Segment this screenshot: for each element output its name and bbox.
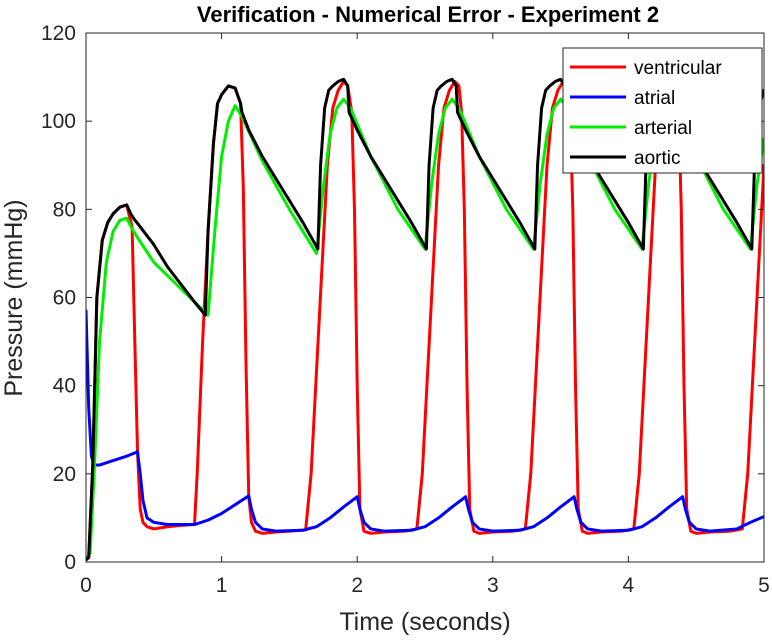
y-tick-label: 20 — [53, 463, 76, 486]
y-tick-label: 120 — [41, 22, 76, 45]
y-axis-label: Pressure (mmHg) — [0, 199, 28, 396]
y-tick-label: 80 — [53, 198, 76, 221]
chart-title: Verification - Numerical Error - Experim… — [197, 2, 659, 27]
legend-label-arterial: arterial — [634, 118, 692, 139]
x-tick-label: 3 — [487, 574, 499, 597]
x-tick-label: 2 — [351, 574, 363, 597]
x-tick-label: 0 — [80, 574, 92, 597]
x-tick-label: 5 — [758, 574, 770, 597]
legend-label-ventricular: ventricular — [634, 58, 722, 79]
legend-label-atrial: atrial — [634, 88, 675, 109]
x-tick-label: 4 — [623, 574, 635, 597]
legend-box — [562, 47, 763, 174]
x-axis: 0 1 2 3 4 5 — [80, 33, 770, 597]
x-axis-label: Time (seconds) — [339, 608, 510, 636]
y-axis: 0 20 40 60 80 100 120 — [41, 22, 764, 574]
series-line-atrial — [86, 309, 764, 533]
series-line-arterial — [86, 97, 764, 562]
legend: ventricular atrial arterial aortic — [562, 47, 763, 174]
y-tick-label: 60 — [53, 287, 76, 310]
x-tick-label: 1 — [216, 574, 228, 597]
y-tick-label: 100 — [41, 110, 76, 133]
y-tick-label: 0 — [64, 551, 76, 574]
y-tick-label: 40 — [53, 375, 76, 398]
legend-label-aortic: aortic — [634, 148, 680, 169]
